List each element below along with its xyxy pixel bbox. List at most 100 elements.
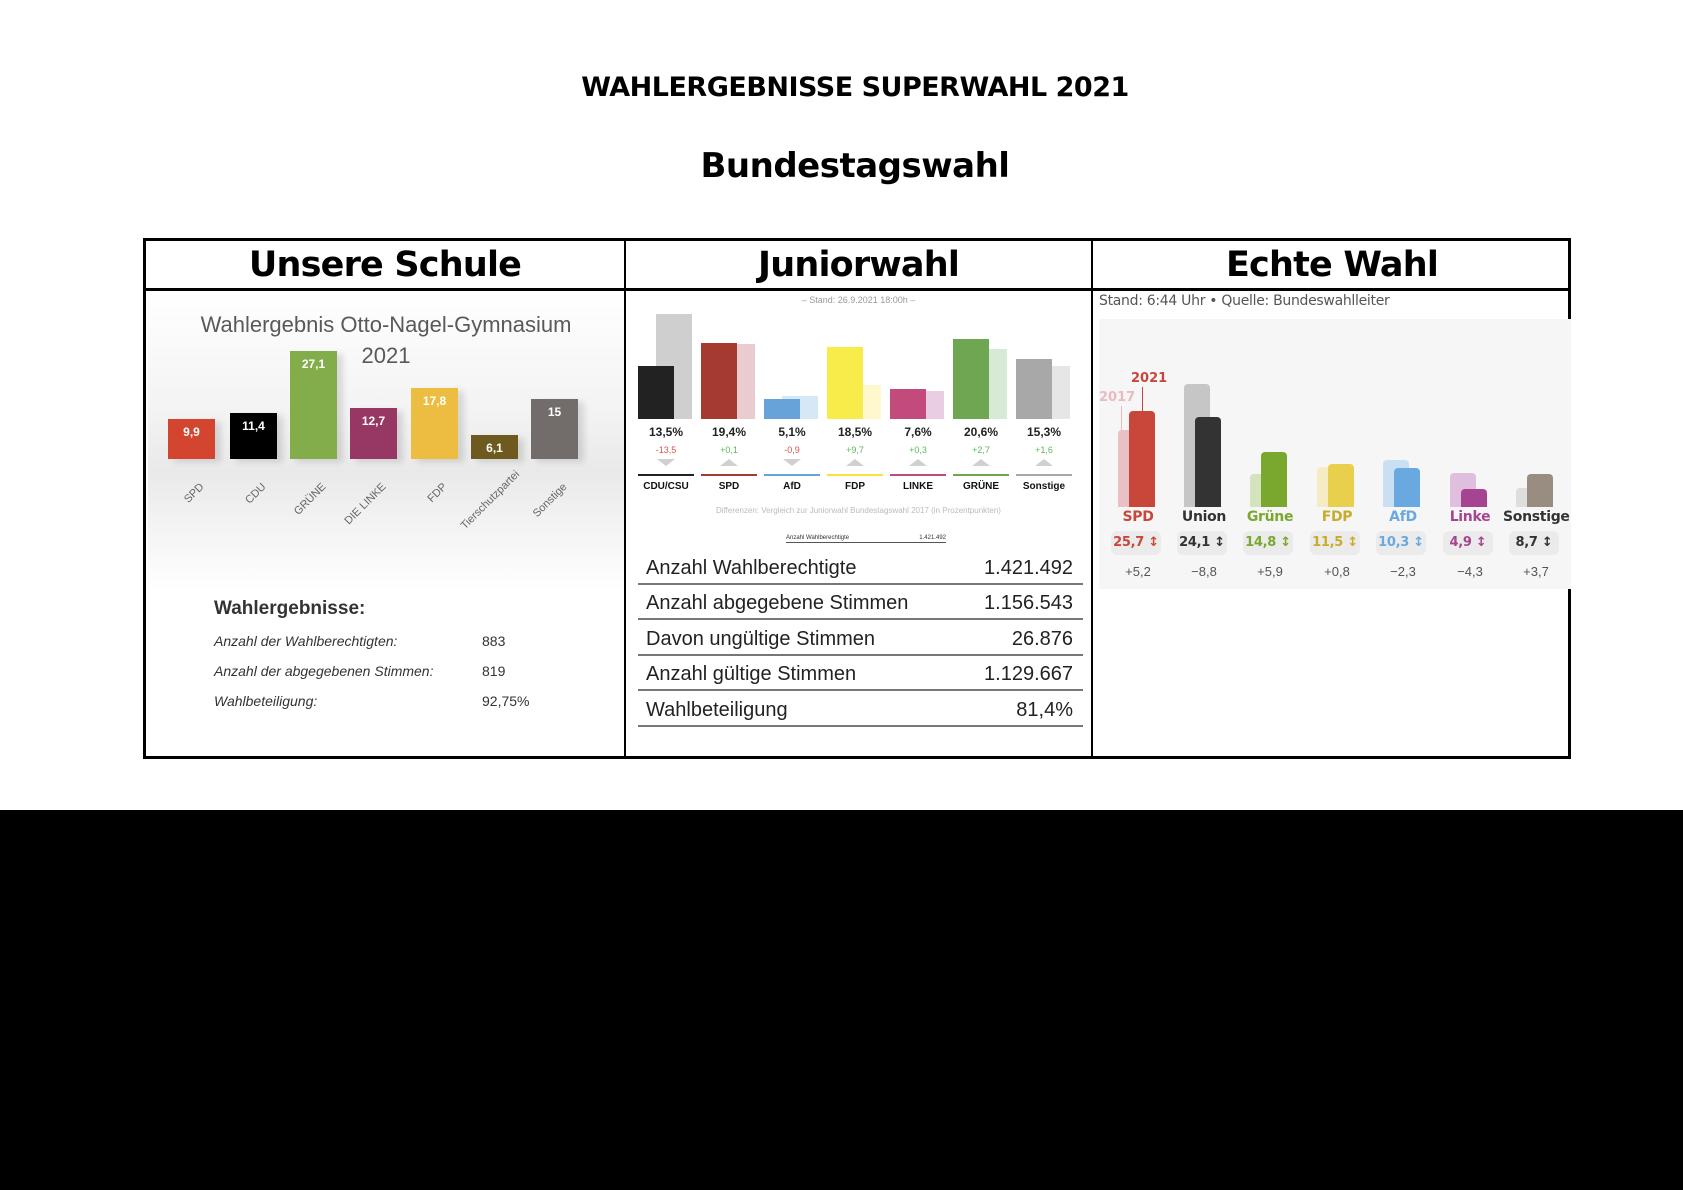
bar-value-label: 11,4 — [242, 419, 265, 434]
real-column: AfD 10,3 ↕ −2,3 — [1370, 319, 1436, 589]
bar-value-label: 27,1 — [301, 356, 326, 371]
junior-column: 18,5% +9,7 FDP — [827, 291, 887, 501]
results-value: 883 — [482, 633, 506, 649]
column-heading-junior: Juniorwahl — [757, 244, 960, 285]
diff-label: +0,8 — [1324, 564, 1350, 579]
mini-row-label: Anzahl Wahlberechtigte — [786, 535, 850, 541]
party-color-line — [890, 474, 946, 476]
stats-label: Anzahl abgegebene Stimmen — [646, 592, 909, 614]
junior-column: 19,4% +0,1 SPD — [701, 291, 761, 501]
bar-tierschutzpartei: 6,1 — [471, 434, 518, 459]
triangle-up-icon — [846, 459, 864, 466]
x-axis-label: CDU — [243, 481, 269, 507]
junior-column: 13,5% -13,5 CDU/CSU — [638, 291, 698, 501]
party-name: Sonstige — [1022, 481, 1066, 492]
result-pill: 10,3 ↕ — [1376, 531, 1426, 555]
percent-label: 5,1% — [778, 425, 806, 439]
bar-spd: 9,9 — [168, 419, 215, 459]
real-column: Linke 4,9 ↕ −4,3 — [1437, 319, 1503, 589]
party-name: Union — [1181, 509, 1227, 525]
year-label-2021: 2021 — [1131, 370, 1168, 386]
school-bar-chart: Wahlergebnis Otto-Nagel-Gymnasium 2021 9… — [148, 291, 624, 591]
party-color-line — [953, 474, 1009, 476]
chart-title-year: 2021 — [361, 343, 411, 368]
party-name: Grüne — [1246, 509, 1294, 525]
stats-label: Anzahl Wahlberechtigte — [646, 556, 857, 579]
stats-value: 81,4% — [1016, 698, 1073, 721]
bar-2021 — [1527, 474, 1553, 507]
real-column: SPD 25,7 ↕ +5,2 2017 2021 — [1099, 319, 1171, 589]
real-column: Sonstige 8,7 ↕ +3,7 — [1503, 319, 1570, 589]
party-color-line — [638, 474, 694, 476]
bar-2021 — [764, 399, 800, 419]
bar-2021 — [953, 338, 989, 419]
party-color-line — [827, 474, 883, 476]
column-divider — [624, 241, 626, 756]
percent-label: 18,5% — [837, 425, 873, 439]
result-pill: 8,7 ↕ — [1509, 531, 1559, 555]
diff-label: −2,3 — [1390, 564, 1416, 579]
stats-value: 1.156.543 — [984, 592, 1073, 614]
stats-row: Davon ungültige Stimmen 26.876 — [638, 620, 1083, 656]
junior-panel: – Stand: 26.9.2021 18:00h – 13,5% -13,5 CD… — [626, 291, 1091, 759]
bar-2021 — [1328, 463, 1354, 507]
bar-die-linke: 12,7 — [350, 408, 397, 459]
bar-value-label: 6,1 — [486, 440, 503, 455]
x-axis-label: GRÜNE — [291, 481, 329, 518]
results-table: Unsere Schule Juniorwahl Echte Wahl Wahl… — [143, 238, 1571, 759]
triangle-down-icon — [657, 459, 675, 466]
junior-timestamp: – Stand: 26.9.2021 18:00h – — [801, 295, 916, 305]
header-divider — [146, 288, 1568, 291]
results-row: Anzahl der abgegebenen Stimmen: 819 — [214, 656, 614, 686]
result-pill: 4,9 ↕ — [1443, 531, 1493, 555]
diff-label: +5,2 — [1125, 564, 1151, 579]
bar-value-label: 17,8 — [422, 393, 447, 408]
bar-2021 — [1261, 451, 1287, 507]
junior-mini-row: Anzahl Wahlberechtigte 1.421.492 — [786, 535, 946, 543]
junior-diff-note: Differenzen: Vergleich zur Juniorwahl Bu… — [716, 506, 1001, 515]
school-panel: Wahlergebnis Otto-Nagel-Gymnasium 2021 9… — [146, 291, 624, 759]
party-name: LINKE — [903, 481, 933, 492]
bar-2021 — [1195, 416, 1221, 507]
page-subtitle: Bundestagswahl — [700, 146, 1010, 186]
party-name: Linke — [1449, 509, 1491, 525]
party-name: AfD — [783, 481, 801, 492]
diff-label: −8,8 — [1191, 564, 1217, 579]
results-value: 819 — [482, 663, 506, 679]
year-tick — [1142, 386, 1143, 411]
party-name: FDP — [845, 481, 865, 492]
results-label: Anzahl der abgegebenen Stimmen: — [214, 663, 434, 679]
party-name: SPD — [1122, 509, 1154, 525]
stats-row: Wahlbeteiligung 81,4% — [638, 691, 1083, 727]
real-column: FDP 11,5 ↕ +0,8 — [1304, 319, 1370, 589]
diff-label: -0,9 — [784, 445, 800, 455]
percent-label: 13,5% — [648, 425, 684, 439]
result-pill: 24,1 ↕ — [1177, 531, 1227, 555]
party-name: SPD — [718, 481, 740, 492]
column-heading-school: Unsere Schule — [248, 244, 522, 285]
results-row: Wahlbeteiligung: 92,75% — [214, 686, 614, 716]
junior-column: 20,6% +2,7 GRÜNE — [953, 291, 1013, 501]
stats-value: 1.129.667 — [984, 663, 1073, 685]
percent-label: 15,3% — [1026, 425, 1062, 439]
x-axis-label: FDP — [425, 481, 450, 506]
stats-label: Wahlbeteiligung — [646, 698, 788, 721]
junior-column: 15,3% +1,6 Sonstige — [1016, 291, 1076, 501]
stats-row: Anzahl abgegebene Stimmen 1.156.543 — [638, 585, 1083, 620]
diff-label: +9,7 — [846, 445, 864, 455]
percent-label: 20,6% — [963, 425, 999, 439]
bar-2021 — [827, 346, 863, 419]
diff-label: +0,1 — [720, 445, 738, 455]
result-pill: 11,5 ↕ — [1310, 531, 1360, 555]
bar-2021 — [1461, 488, 1487, 507]
result-pill: 25,7 ↕ — [1111, 531, 1161, 555]
stats-label: Davon ungültige Stimmen — [646, 627, 876, 650]
bar-2021 — [638, 366, 674, 419]
triangle-up-icon — [909, 459, 927, 466]
triangle-up-icon — [1035, 459, 1053, 466]
real-column: Grüne 14,8 ↕ +5,9 — [1237, 319, 1303, 589]
bar-value-label: 9,9 — [183, 425, 200, 440]
real-timestamp: Stand: 6:44 Uhr • Quelle: Bundeswahlleit… — [1099, 293, 1390, 309]
party-name: CDU/CSU — [643, 481, 689, 492]
junior-stats-table: Anzahl Wahlberechtigte 1.421.492 Anzahl a… — [638, 549, 1083, 727]
